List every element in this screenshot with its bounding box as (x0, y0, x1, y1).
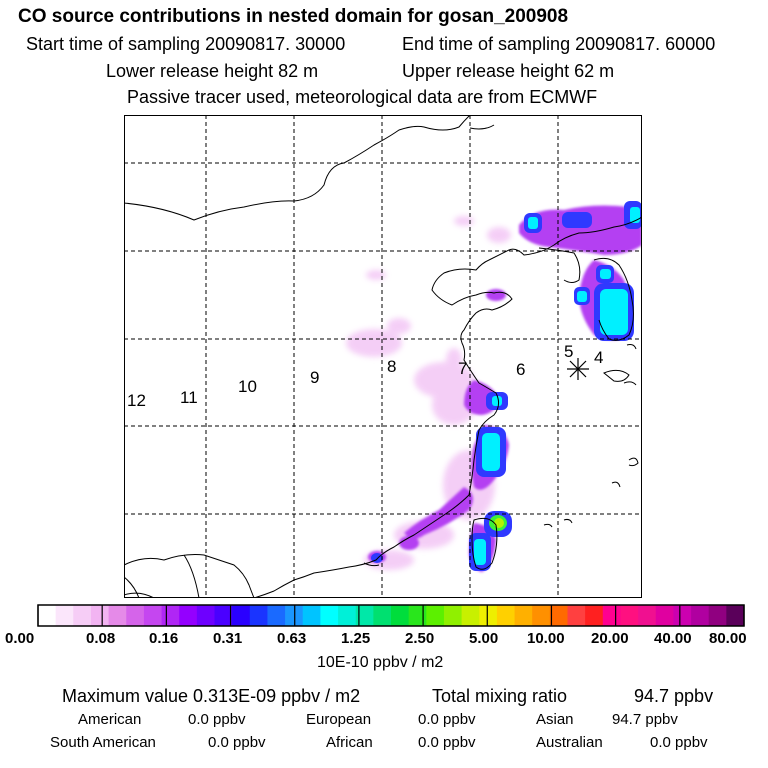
asian-value: 94.7 ppbv (612, 711, 678, 728)
colorbar-swatch (620, 605, 639, 626)
contour-label: 4 (594, 348, 603, 367)
colorbar-tick: 80.00 (709, 630, 747, 647)
colorbar-swatch (514, 605, 533, 626)
contour-label: 11 (180, 388, 198, 407)
colorbar-swatch (179, 605, 198, 626)
colorbar-swatch (673, 605, 692, 626)
african-value: 0.0 ppbv (418, 734, 476, 751)
colorbar-tick: 10.00 (527, 630, 565, 647)
colorbar-swatch (585, 605, 604, 626)
colorbar-swatch (232, 605, 251, 626)
map-frame (124, 115, 642, 598)
colorbar-tick: 20.00 (591, 630, 629, 647)
colorbar-swatch (249, 605, 268, 626)
colorbar-tick: 0.00 (5, 630, 35, 647)
colorbar-swatch (196, 605, 215, 626)
colorbar-swatch (267, 605, 286, 626)
colorbar-tick: 0.31 (213, 630, 243, 647)
colorbar-swatch (38, 605, 57, 626)
map-background (124, 115, 642, 598)
colorbar-swatch (108, 605, 127, 626)
colorbar-tick: 5.00 (469, 630, 499, 647)
contour-label: 12 (127, 391, 146, 410)
max-value: Maximum value 0.313E-09 ppbv / m2 (62, 686, 361, 706)
colorbar-swatch (90, 605, 109, 626)
european-label: European (306, 711, 372, 728)
contour-label: 5 (564, 342, 573, 361)
colorbar-tick: 0.08 (86, 630, 116, 647)
american-label: American (78, 711, 142, 728)
colorbar-swatch (549, 605, 568, 626)
colorbar-swatch (479, 605, 498, 626)
colorbar-swatch (708, 605, 727, 626)
colorbar-swatch (285, 605, 304, 626)
contour-label: 8 (387, 357, 396, 376)
colorbar-swatch (461, 605, 480, 626)
african-label: African (326, 734, 373, 751)
contour-label: 7 (458, 359, 467, 378)
asian-label: Asian (536, 711, 574, 728)
colorbar-swatch (161, 605, 180, 626)
colorbar-swatch (638, 605, 657, 626)
colorbar-swatch (408, 605, 427, 626)
colorbar (37, 604, 745, 627)
end-time: End time of sampling 20090817. 60000 (402, 34, 716, 54)
colorbar-swatch (726, 605, 745, 626)
plume-peak (474, 207, 640, 565)
colorbar-swatch (602, 605, 621, 626)
receptor-star (567, 358, 589, 380)
colorbar-swatch (373, 605, 392, 626)
colorbar-swatch (73, 605, 92, 626)
colorbar-swatch (214, 605, 233, 626)
colorbar-swatch (532, 605, 551, 626)
colorbar-swatch (426, 605, 445, 626)
colorbar-swatch (355, 605, 374, 626)
lower-release-height: Lower release height 82 m (106, 61, 319, 81)
colorbar-swatch (55, 605, 74, 626)
colorbar-swatch (496, 605, 515, 626)
colorbar-unit: 10E-10 ppbv / m2 (317, 654, 444, 671)
colorbar-swatch (443, 605, 462, 626)
south-american-label: South American (50, 734, 156, 751)
colorbar-swatch (391, 605, 410, 626)
total-mixing-value: 94.7 ppbv (634, 686, 714, 706)
colorbar-swatch (320, 605, 339, 626)
contour-label: 10 (238, 377, 257, 396)
colorbar-tick: 0.16 (149, 630, 179, 647)
colorbar-tick: 40.00 (654, 630, 692, 647)
australian-value: 0.0 ppbv (650, 734, 708, 751)
colorbar-swatch (143, 605, 162, 626)
colorbar-swatch (126, 605, 145, 626)
colorbar-frame (37, 604, 745, 627)
start-time: Start time of sampling 20090817. 30000 (26, 34, 346, 54)
colorbar-swatches (37, 605, 745, 626)
colorbar-tick: 1.25 (341, 630, 371, 647)
american-value: 0.0 ppbv (188, 711, 246, 728)
map-title: CO source contributions in nested domain… (18, 6, 569, 27)
contour-label: 6 (516, 360, 525, 379)
european-value: 0.0 ppbv (418, 711, 476, 728)
graticule (124, 115, 642, 598)
colorbar-swatch (302, 605, 321, 626)
australian-label: Australian (536, 734, 603, 751)
map-panel: 12 11 10 9 8 7 6 5 4 (124, 115, 642, 598)
upper-release-height: Upper release height 62 m (402, 61, 615, 81)
colorbar-swatch (655, 605, 674, 626)
colorbar-swatch (338, 605, 357, 626)
tracer-note: Passive tracer used, meteorological data… (127, 87, 598, 107)
south-american-value: 0.0 ppbv (208, 734, 266, 751)
contour-label: 9 (310, 368, 319, 387)
total-mixing-label: Total mixing ratio (432, 686, 568, 706)
colorbar-tick: 2.50 (405, 630, 435, 647)
colorbar-tick: 0.63 (277, 630, 307, 647)
colorbar-swatch (691, 605, 710, 626)
colorbar-swatch (567, 605, 586, 626)
